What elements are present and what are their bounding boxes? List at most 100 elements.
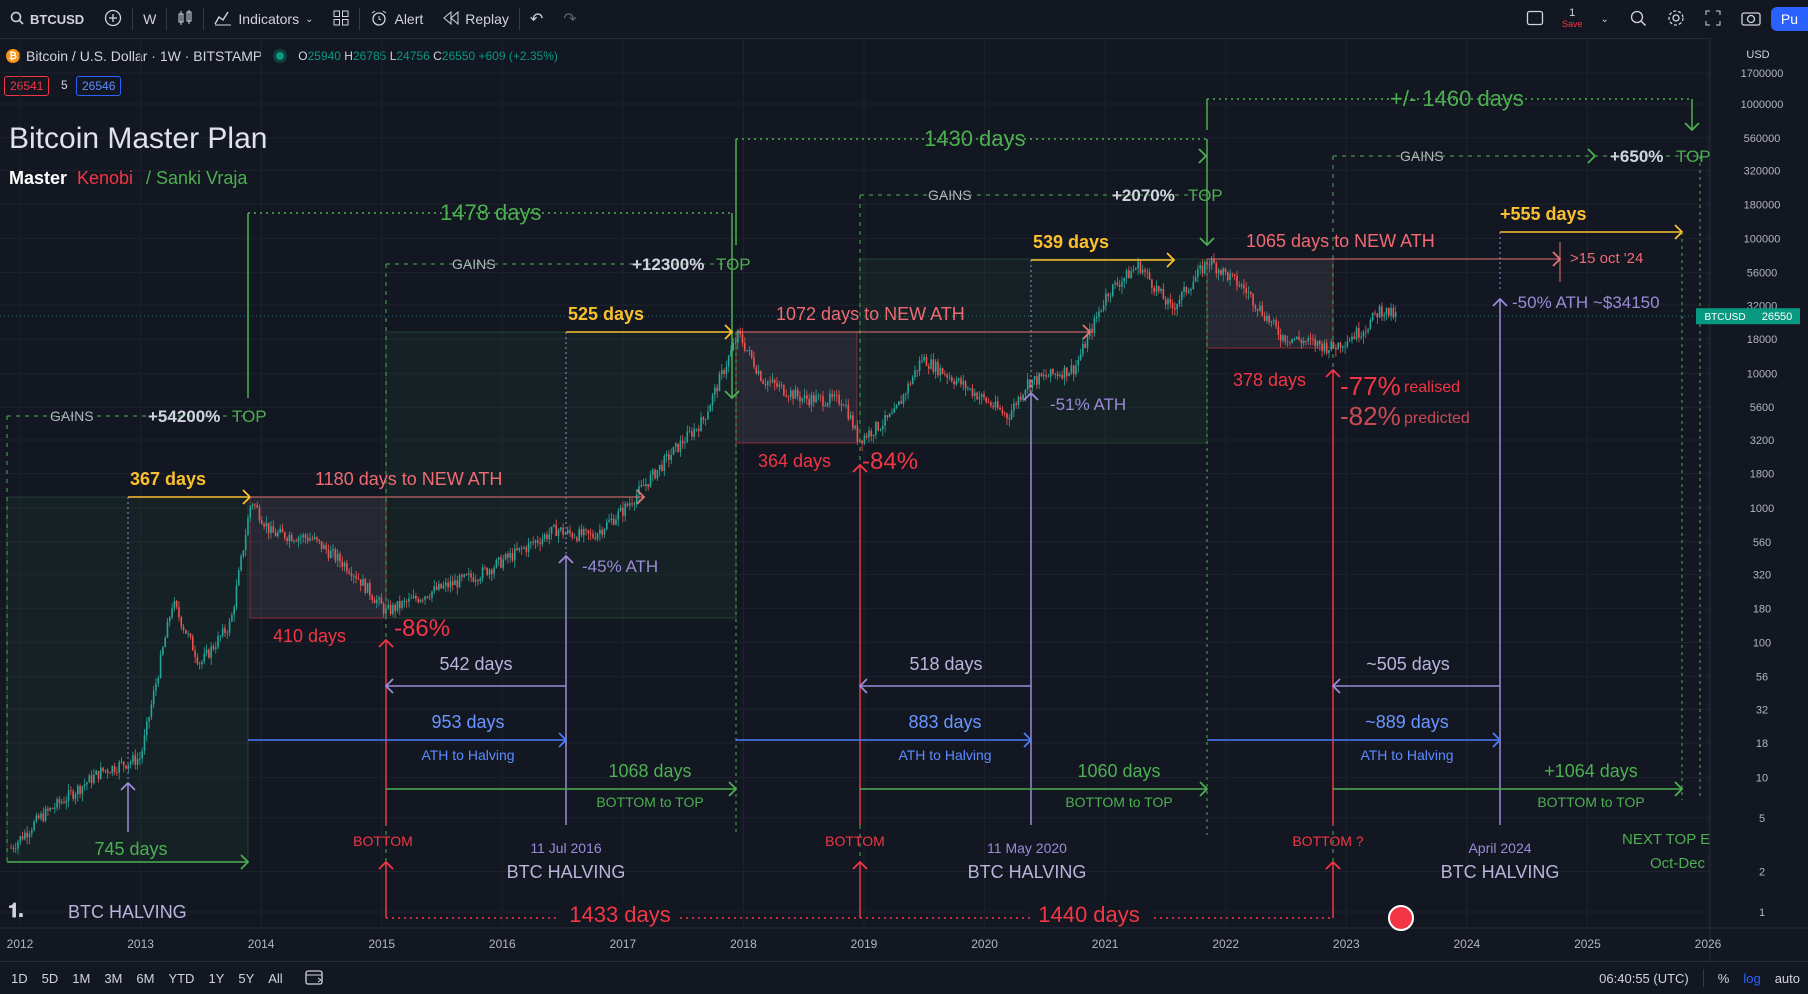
compare-button[interactable]	[94, 0, 132, 38]
candle-body	[102, 767, 104, 771]
fullscreen-layout-button[interactable]	[1516, 0, 1554, 38]
snapshot-button[interactable]	[1731, 0, 1771, 38]
candle-body	[1321, 344, 1323, 352]
range-button-1m[interactable]: 1M	[72, 970, 91, 986]
candle-body	[417, 598, 419, 603]
candle-body	[681, 440, 684, 444]
quick-search-button[interactable]	[1619, 0, 1657, 38]
ath-to-halving-sub: ATH to Halving	[421, 747, 514, 763]
time-tick-label: 2017	[610, 937, 637, 951]
candle-body	[780, 384, 783, 386]
candle-body	[214, 647, 217, 649]
sell-price-box[interactable]: 26541	[4, 76, 50, 96]
candle-body	[283, 532, 286, 539]
settings-button[interactable]	[1657, 0, 1695, 38]
candle-body	[217, 636, 219, 648]
calendar-icon[interactable]	[304, 968, 324, 989]
bottom-to-top-sub: BOTTOM to TOP	[1537, 794, 1644, 810]
chart-canvas[interactable]: Bitcoin Master Plan Master Kenobi / Sanki V…	[0, 38, 1808, 961]
indicators-button[interactable]: Indicators ⌄	[204, 0, 323, 38]
layouts-button[interactable]	[323, 0, 359, 38]
save-menu-button[interactable]: ⌄	[1590, 0, 1618, 38]
toolbar-divider	[359, 8, 361, 30]
price-tick-label: 180	[1753, 603, 1771, 615]
candle-body	[1180, 291, 1183, 300]
candle-body	[1291, 338, 1293, 343]
candle-body	[88, 775, 91, 783]
time-tick-label: 2014	[248, 937, 275, 951]
candle-body	[1137, 261, 1139, 269]
bull-run-arrow-head	[1166, 252, 1176, 268]
high-value: 26785	[352, 49, 387, 63]
drawdown-note: predicted	[1404, 410, 1470, 427]
range-button-5d[interactable]: 5D	[41, 970, 59, 986]
log-toggle[interactable]: log	[1743, 970, 1761, 986]
redo-button[interactable]: ↷	[553, 0, 586, 38]
candle-body	[1187, 290, 1190, 293]
top-label: TOP	[1188, 186, 1223, 205]
alert-button[interactable]: Alert	[360, 0, 433, 38]
candle-body	[619, 507, 622, 512]
ath-recovery-head	[1082, 324, 1092, 340]
candle-body	[550, 526, 553, 534]
utc-clock[interactable]: 06:40:55 (UTC)	[1599, 970, 1689, 986]
save-button[interactable]: 1 Save	[1554, 8, 1591, 30]
candle-body	[1026, 379, 1029, 390]
gains-arrow	[1198, 148, 1208, 164]
candle-body	[139, 758, 141, 760]
symbol-search-button[interactable]: BTCUSD	[0, 0, 94, 38]
tradingview-logo[interactable]: 𝟏.	[8, 898, 25, 922]
time-tick-label: 2015	[368, 937, 395, 951]
range-button-3m[interactable]: 3M	[104, 970, 123, 986]
candle-body	[1201, 265, 1204, 274]
publish-button[interactable]: Pu	[1770, 7, 1808, 31]
candle-body	[1086, 335, 1089, 348]
candle-body	[691, 431, 693, 437]
fullscreen-button[interactable]	[1695, 0, 1731, 38]
candle-body	[608, 520, 610, 522]
range-button-ytd[interactable]: YTD	[168, 970, 195, 986]
candle-body	[1176, 304, 1178, 310]
range-button-1y[interactable]: 1Y	[208, 970, 225, 986]
candle-body	[1105, 293, 1107, 306]
candle-body	[640, 485, 643, 487]
undo-button[interactable]: ↶	[520, 0, 553, 38]
range-button-5y[interactable]: 5Y	[238, 970, 255, 986]
candle-body	[633, 503, 636, 505]
candle-body	[164, 637, 166, 648]
candle-body	[651, 469, 654, 475]
chart-type-button[interactable]	[167, 0, 203, 38]
candle-body	[932, 359, 935, 372]
toolbar-right: 1 Save ⌄ Pu	[1516, 0, 1808, 38]
buy-price-box[interactable]: 26546	[76, 76, 122, 96]
candle-body	[778, 384, 781, 387]
candle-body	[81, 786, 84, 794]
range-button-1d[interactable]: 1D	[11, 970, 28, 986]
range-button-all[interactable]: All	[268, 970, 283, 986]
candle-body	[709, 405, 712, 412]
bear-box-3	[1206, 258, 1334, 349]
time-axis[interactable]: 2012 2013 2014 2015 2016 2017 2018 2019 2020 2021…	[0, 927, 1808, 951]
candle-body	[1383, 314, 1385, 317]
auto-toggle[interactable]: auto	[1774, 970, 1800, 986]
ath-to-halving-arrow-head	[1023, 732, 1033, 748]
gains-value: +12300%	[632, 255, 704, 274]
range-button-6m[interactable]: 6M	[136, 970, 155, 986]
flag-icon[interactable]	[1388, 905, 1414, 931]
bottom-vline-head	[1325, 368, 1341, 378]
legend-title[interactable]: Bitcoin / U.S. Dollar · 1W · BITSTAMP	[26, 48, 263, 64]
price-axis[interactable]: USD 1700000 1000000 560000 320000 180000 10000…	[1696, 38, 1808, 961]
candle-body	[808, 398, 810, 406]
halving-label: BTC HALVING	[968, 862, 1087, 882]
candle-body	[817, 395, 820, 397]
candle-body	[796, 389, 799, 397]
candle-body	[329, 550, 332, 559]
bottom-right-controls: 06:40:55 (UTC) % log auto	[1599, 962, 1800, 994]
candle-body	[1123, 277, 1126, 282]
interval-button[interactable]: W	[133, 0, 166, 38]
replay-button[interactable]: Replay	[433, 0, 519, 38]
candle-body	[1208, 264, 1211, 266]
candle-body	[490, 569, 493, 574]
percent-toggle[interactable]: %	[1717, 970, 1730, 986]
candle-body	[500, 557, 502, 568]
